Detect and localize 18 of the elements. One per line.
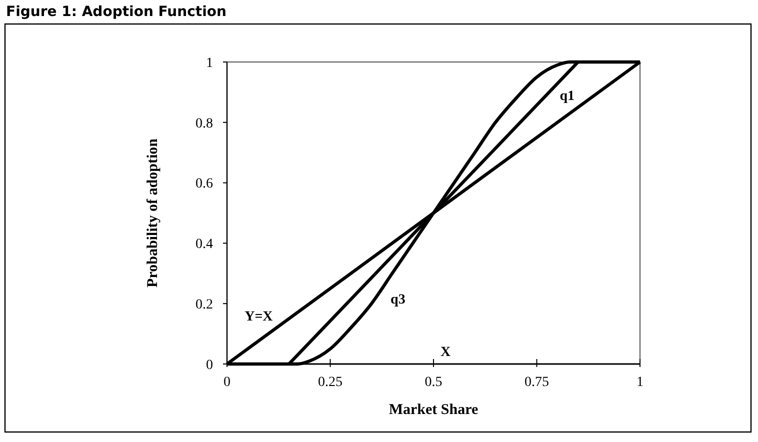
- series-label: q1: [560, 89, 575, 104]
- y-tick-label: 0.2: [196, 298, 213, 312]
- y-tick-label: 0: [206, 358, 213, 373]
- series-label: Y=X: [244, 310, 273, 325]
- x-tick-label: 0.75: [524, 375, 549, 390]
- chart-title: Figure 1: Adoption Function: [6, 4, 226, 20]
- x-axis-title: Market Share: [388, 402, 478, 418]
- annotation: X: [440, 345, 451, 360]
- y-tick-label: 0.6: [196, 176, 213, 192]
- x-tick-label: 0.25: [318, 375, 342, 390]
- x-tick-label: 0: [224, 375, 230, 390]
- y-tick-label: 0.4: [196, 237, 213, 252]
- y-tick-label: 0.8: [196, 116, 213, 132]
- y-axis-title: Probability of adoption: [145, 138, 161, 288]
- x-tick-label: 1: [636, 375, 644, 390]
- y-tick-label: 1: [206, 56, 213, 71]
- x-tick-label: 0.5: [424, 375, 442, 390]
- series-label: q3: [390, 292, 406, 308]
